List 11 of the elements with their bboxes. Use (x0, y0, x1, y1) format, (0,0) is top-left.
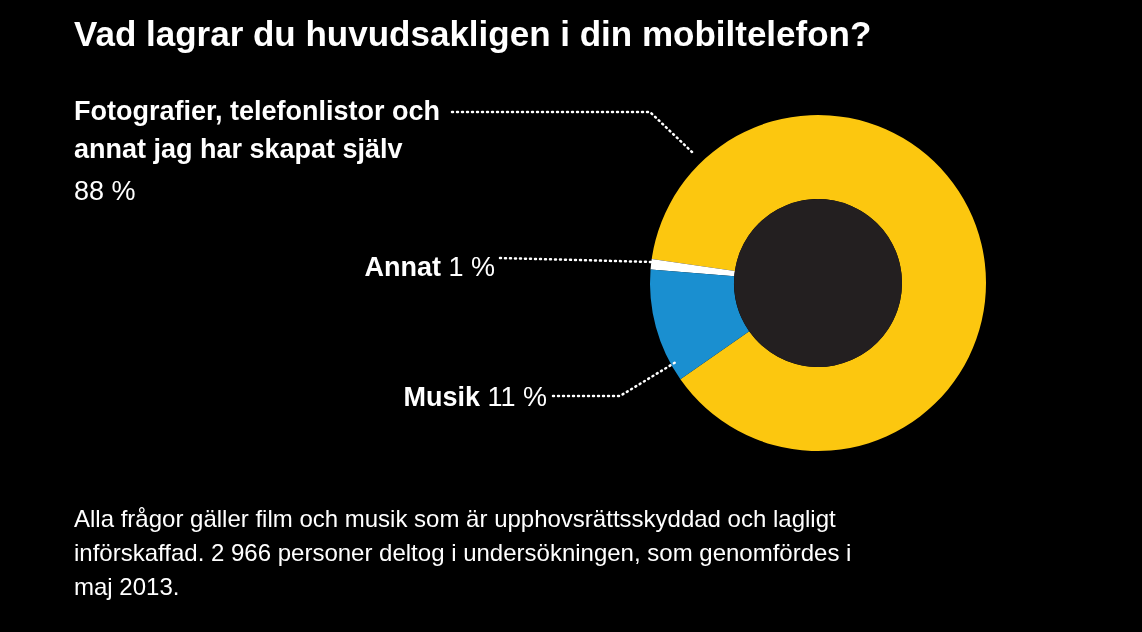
data-label: 88 % (74, 176, 136, 206)
donut-slice (650, 269, 750, 380)
data-label: 1 % (448, 252, 495, 282)
slice-label: Musik (403, 382, 488, 412)
text: Alla frågor gäller film och musik som är upphovsrättsskyddad och lagligt införskaffad. 2 966 personer deltog i undersökningen, som genomfördes i maj 2013. (74, 505, 852, 600)
chart-title: Vad lagrar du huvudsakligen i din mobiltelefon? (74, 14, 872, 53)
donut-slice (650, 259, 735, 277)
slice-label: Fotografier, telefonlistor och annat jag har skapat själv (74, 96, 441, 164)
donut-slice (651, 115, 986, 451)
slice-label: Annat (364, 252, 449, 282)
data-label: 11 % (487, 382, 547, 412)
